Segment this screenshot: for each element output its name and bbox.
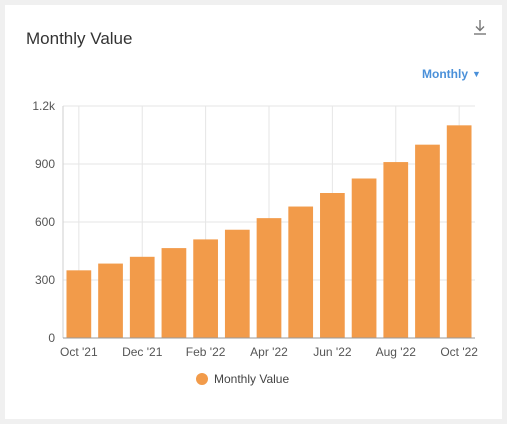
y-tick-label: 300 — [35, 273, 55, 287]
bar[interactable] — [129, 256, 155, 338]
bar[interactable] — [66, 270, 92, 338]
legend-marker — [196, 373, 208, 385]
bar[interactable] — [98, 263, 123, 338]
bar[interactable] — [351, 178, 377, 339]
bar[interactable] — [446, 125, 472, 338]
x-tick-label: Oct '22 — [440, 345, 478, 359]
chart-bars — [66, 125, 472, 339]
period-label: Monthly — [422, 67, 468, 81]
bar[interactable] — [193, 239, 218, 338]
bar[interactable] — [288, 206, 314, 338]
chart-axes — [62, 106, 475, 339]
bar[interactable] — [383, 162, 409, 338]
y-axis-labels: 0 300 600 900 1.2k — [32, 99, 56, 345]
card-title: Monthly Value — [26, 29, 133, 48]
x-tick-label: Feb '22 — [186, 345, 226, 359]
bar-chart: 0 300 600 900 1.2k Oct '21 Dec '21 Feb '22 Apr … — [32, 99, 478, 359]
y-tick-label: 900 — [35, 157, 55, 171]
chart-card: Monthly Value Monthly ▼ 0 300 600 900 1.2k Oc… — [5, 5, 502, 419]
caret-down-icon: ▼ — [472, 69, 481, 79]
x-tick-label: Oct '21 — [60, 345, 98, 359]
x-axis-labels: Oct '21 Dec '21 Feb '22 Apr '22 Jun '22 Aug '… — [60, 345, 478, 359]
legend-label: Monthly Value — [214, 372, 290, 386]
x-tick-label: Jun '22 — [313, 345, 352, 359]
legend-item[interactable]: Monthly Value — [196, 372, 289, 386]
bar[interactable] — [224, 229, 250, 338]
bar[interactable] — [256, 218, 282, 338]
y-tick-label: 0 — [48, 331, 55, 345]
period-dropdown[interactable]: Monthly ▼ — [422, 67, 481, 81]
x-tick-label: Aug '22 — [376, 345, 417, 359]
bar[interactable] — [320, 193, 345, 338]
bar[interactable] — [415, 144, 440, 338]
bar[interactable] — [161, 248, 187, 338]
x-tick-label: Apr '22 — [250, 345, 288, 359]
y-tick-label: 600 — [35, 215, 55, 229]
y-tick-label: 1.2k — [32, 99, 56, 113]
x-tick-label: Dec '21 — [122, 345, 163, 359]
download-icon[interactable] — [472, 17, 488, 37]
